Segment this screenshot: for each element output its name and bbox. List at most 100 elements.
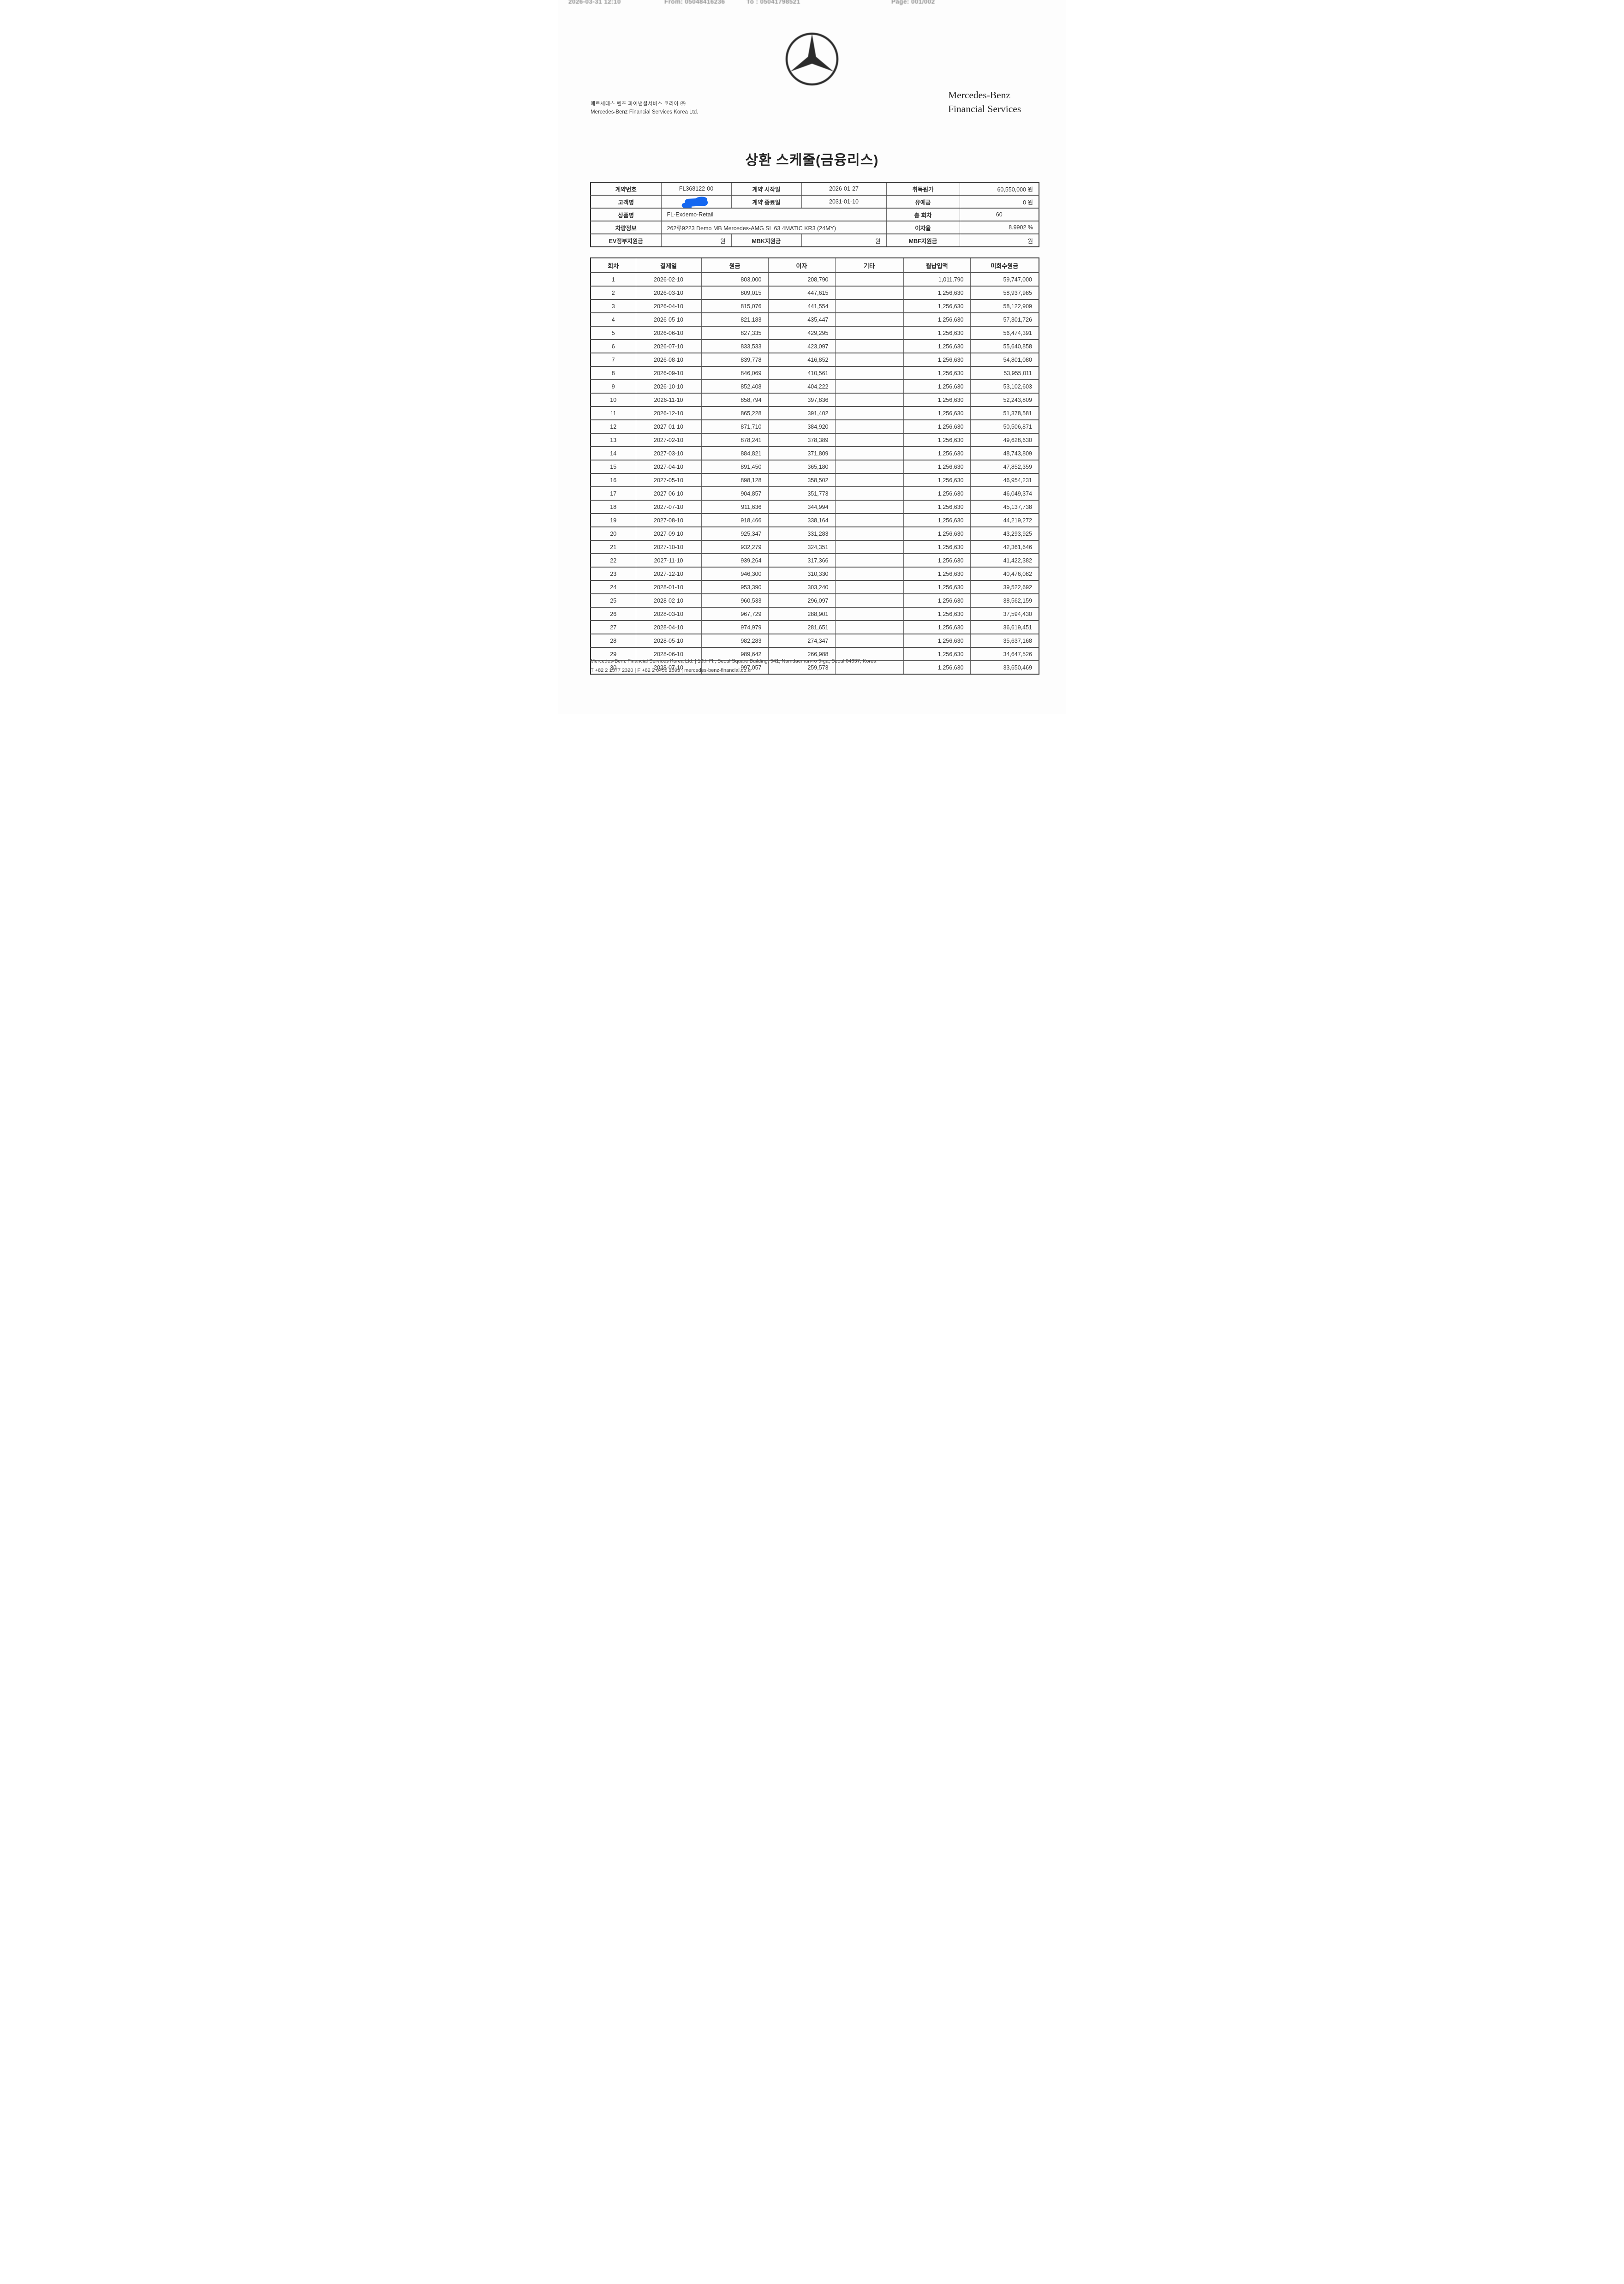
schedule-cell: 2027-07-10 (635, 500, 701, 514)
repayment-schedule-table: 회차 결제일 원금 이자 기타 월납입액 미회수원금 1 2026-02-10 80… (590, 257, 1039, 675)
schedule-row: 28 2028-05-10 982,283 274,347 1,256,630 35,63… (591, 634, 1039, 648)
schedule-cell: 2026-09-10 (635, 366, 701, 380)
contract-row-4: 차량정보 262루9223 Demo MB Mercedes-AMG SL 63… (591, 221, 1039, 234)
schedule-row: 5 2026-06-10 827,335 429,295 1,256,630 56,474… (591, 326, 1039, 340)
header-installment-no: 회차 (591, 258, 636, 273)
schedule-cell: 1,256,630 (903, 286, 970, 300)
schedule-cell: 53,955,011 (970, 366, 1039, 380)
schedule-cell: 39,522,692 (970, 580, 1039, 594)
schedule-cell (835, 661, 903, 674)
schedule-cell: 1,256,630 (903, 366, 970, 380)
header-principal: 원금 (701, 258, 768, 273)
schedule-cell: 2027-09-10 (635, 527, 701, 541)
schedule-row: 6 2026-07-10 833,533 423,097 1,256,630 55,640… (591, 340, 1039, 353)
schedule-cell: 266,988 (768, 647, 835, 661)
mbk-subsidy-value: 원 (801, 234, 886, 247)
schedule-cell (835, 554, 903, 568)
schedule-cell: 1,256,630 (903, 299, 970, 313)
schedule-cell: 1,256,630 (903, 407, 970, 420)
schedule-cell: 303,240 (768, 580, 835, 594)
schedule-cell: 1,256,630 (903, 514, 970, 527)
schedule-cell: 2028-06-10 (635, 647, 701, 661)
schedule-cell: 8 (591, 366, 636, 380)
fax-document-page: 2026-03-31 12:10 From: 05048416236 To : … (558, 0, 1066, 714)
schedule-cell: 25 (591, 594, 636, 608)
fax-datetime: 2026-03-31 12:10 (568, 0, 621, 5)
schedule-row: 4 2026-05-10 821,183 435,447 1,256,630 57,301… (591, 313, 1039, 327)
schedule-cell: 44,219,272 (970, 514, 1039, 527)
schedule-cell: 46,954,231 (970, 473, 1039, 487)
schedule-cell: 2026-05-10 (635, 313, 701, 327)
schedule-cell: 274,347 (768, 634, 835, 648)
schedule-cell: 331,283 (768, 527, 835, 541)
contract-row-5: EV정부지원금 원 MBK지원금 원 MBF지원금 원 (591, 234, 1039, 247)
schedule-cell: 16 (591, 473, 636, 487)
schedule-cell (835, 420, 903, 434)
schedule-cell (835, 567, 903, 581)
schedule-cell: 52,243,809 (970, 393, 1039, 407)
schedule-cell: 2026-04-10 (635, 299, 701, 313)
schedule-row: 19 2027-08-10 918,466 338,164 1,256,630 44,21… (591, 514, 1039, 527)
ev-subsidy-label: EV정부지원금 (609, 238, 643, 245)
schedule-row: 9 2026-10-10 852,408 404,222 1,256,630 53,102… (591, 380, 1039, 394)
contract-row-2: 고객명 계약 종료일 2031-01-10 유예금 0 원 (591, 195, 1039, 209)
schedule-cell: 35,637,168 (970, 634, 1039, 648)
schedule-cell: 891,450 (701, 460, 768, 474)
schedule-cell: 310,330 (768, 567, 835, 581)
schedule-cell: 2027-02-10 (635, 433, 701, 447)
schedule-cell (835, 313, 903, 327)
schedule-cell: 338,164 (768, 514, 835, 527)
schedule-cell (835, 580, 903, 594)
schedule-cell (835, 433, 903, 447)
schedule-cell: 904,857 (701, 487, 768, 501)
schedule-cell: 2026-11-10 (635, 393, 701, 407)
schedule-cell: 1,256,630 (903, 313, 970, 327)
schedule-cell: 296,097 (768, 594, 835, 608)
schedule-cell: 51,378,581 (970, 407, 1039, 420)
schedule-cell: 1,256,630 (903, 621, 970, 634)
schedule-cell: 441,554 (768, 299, 835, 313)
schedule-cell: 2026-12-10 (635, 407, 701, 420)
contract-row-3: 상품명 FL-Exdemo-Retail 총 회차 60 (591, 208, 1039, 221)
schedule-cell: 1,256,630 (903, 393, 970, 407)
schedule-cell: 43,293,925 (970, 527, 1039, 541)
schedule-cell: 982,283 (701, 634, 768, 648)
schedule-cell: 13 (591, 433, 636, 447)
schedule-row: 26 2028-03-10 967,729 288,901 1,256,630 37,59… (591, 607, 1039, 621)
schedule-cell: 42,361,646 (970, 540, 1039, 554)
schedule-cell: 410,561 (768, 366, 835, 380)
schedule-row: 29 2028-06-10 989,642 266,988 1,256,630 34,64… (591, 647, 1039, 661)
schedule-cell: 281,651 (768, 621, 835, 634)
schedule-cell: 2026-08-10 (635, 353, 701, 367)
document-title: 상환 스케줄(금융리스) (745, 153, 879, 168)
schedule-cell: 911,636 (701, 500, 768, 514)
schedule-cell: 989,642 (701, 647, 768, 661)
schedule-cell: 960,533 (701, 594, 768, 608)
schedule-cell: 351,773 (768, 487, 835, 501)
schedule-cell: 40,476,082 (970, 567, 1039, 581)
schedule-cell: 397,836 (768, 393, 835, 407)
document-footer: Mercedes-Benz Financial Services Korea L… (591, 657, 876, 676)
header-other: 기타 (835, 258, 903, 273)
schedule-cell: 898,128 (701, 473, 768, 487)
grace-amount-label: 유예금 (886, 195, 960, 209)
schedule-cell: 2027-10-10 (635, 540, 701, 554)
schedule-cell: 48,743,809 (970, 447, 1039, 460)
schedule-cell: 2027-11-10 (635, 554, 701, 568)
schedule-cell: 809,015 (701, 286, 768, 300)
mbf-subsidy-value: 원 (959, 234, 1039, 247)
schedule-cell: 974,979 (701, 621, 768, 634)
schedule-cell: 19 (591, 514, 636, 527)
schedule-cell (835, 514, 903, 527)
company-name-korean: 메르세데스 벤츠 파이낸셜서비스 코리아 ㈜ (591, 101, 686, 107)
schedule-cell (835, 393, 903, 407)
schedule-cell (835, 273, 903, 287)
schedule-cell: 2026-06-10 (635, 326, 701, 340)
schedule-cell: 1,256,630 (903, 540, 970, 554)
schedule-cell: 2 (591, 286, 636, 300)
contract-info-table: 계약번호 FL368122-00 계약 시작일 2026-01-27 취득원가 … (590, 182, 1039, 247)
schedule-cell: 1,256,630 (903, 661, 970, 674)
schedule-cell: 1,256,630 (903, 433, 970, 447)
schedule-cell: 259,573 (768, 661, 835, 674)
schedule-cell: 1,256,630 (903, 326, 970, 340)
